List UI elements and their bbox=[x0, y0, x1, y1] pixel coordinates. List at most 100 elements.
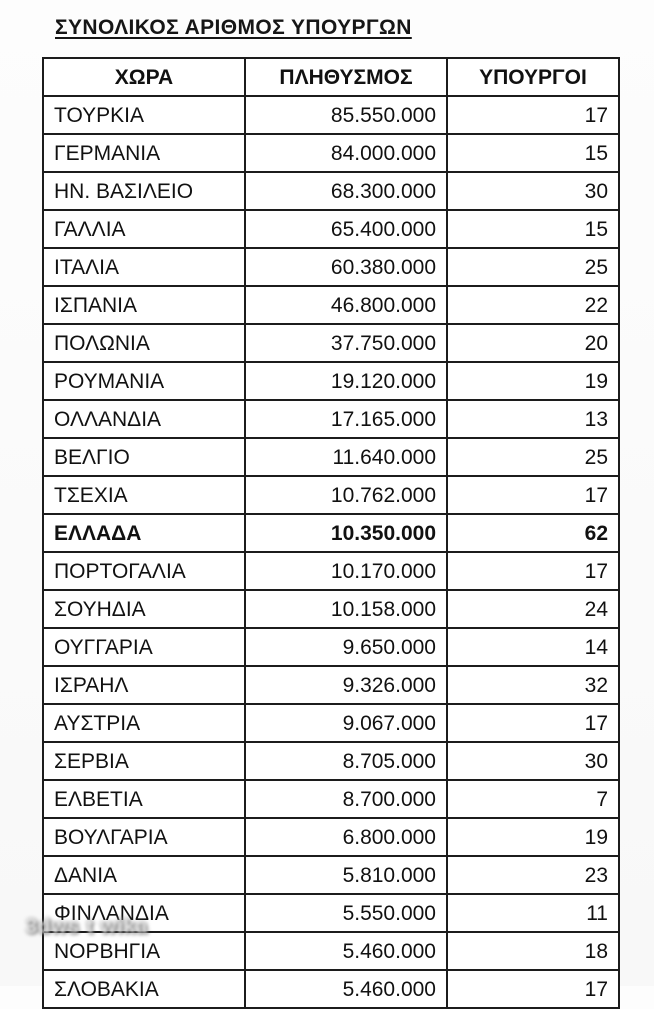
cell-population: 6.800.000 bbox=[244, 817, 448, 857]
cell-country: ΟΛΛΑΝΔΙΑ bbox=[42, 399, 246, 439]
cell-population: 84.000.000 bbox=[244, 133, 448, 173]
cell-country: ΦΙΝΛΑΝΔΙΑ bbox=[42, 893, 246, 933]
cell-population: 9.326.000 bbox=[244, 665, 448, 705]
table-row: ΣΟΥΗΔΙΑ 10.158.000 24 bbox=[42, 589, 620, 629]
table-row: ΕΛΒΕΤΙΑ 8.700.000 7 bbox=[42, 779, 620, 819]
cell-population: 5.550.000 bbox=[244, 893, 448, 933]
cell-country: ΒΕΛΓΙΟ bbox=[42, 437, 246, 477]
table-row: ΕΛΛΑΔΑ 10.350.000 62 bbox=[42, 513, 620, 553]
cell-ministers: 11 bbox=[446, 893, 620, 933]
cell-population: 10.170.000 bbox=[244, 551, 448, 591]
cell-ministers: 14 bbox=[446, 627, 620, 667]
cell-population: 10.762.000 bbox=[244, 475, 448, 515]
cell-ministers: 15 bbox=[446, 133, 620, 173]
cell-population: 9.650.000 bbox=[244, 627, 448, 667]
cell-population: 8.705.000 bbox=[244, 741, 448, 781]
table-row: ΒΟΥΛΓΑΡΙΑ 6.800.000 19 bbox=[42, 817, 620, 857]
cell-ministers: 25 bbox=[446, 437, 620, 477]
table-row: ΓΑΛΛΙΑ 65.400.000 15 bbox=[42, 209, 620, 249]
cell-ministers: 17 bbox=[446, 703, 620, 743]
cell-population: 10.350.000 bbox=[244, 513, 448, 553]
cell-population: 17.165.000 bbox=[244, 399, 448, 439]
cell-ministers: 30 bbox=[446, 741, 620, 781]
table-row: ΣΕΡΒΙΑ 8.705.000 30 bbox=[42, 741, 620, 781]
table-row: ΟΥΓΓΑΡΙΑ 9.650.000 14 bbox=[42, 627, 620, 667]
cell-ministers: 62 bbox=[446, 513, 620, 553]
cell-country: ΤΣΕΧΙΑ bbox=[42, 475, 246, 515]
table-row: ΔΑΝΙΑ 5.810.000 23 bbox=[42, 855, 620, 895]
cell-country: ΓΕΡΜΑΝΙΑ bbox=[42, 133, 246, 173]
cell-country: ΠΟΡΤΟΓΑΛΙΑ bbox=[42, 551, 246, 591]
cell-ministers: 7 bbox=[446, 779, 620, 819]
cell-country: ΒΟΥΛΓΑΡΙΑ bbox=[42, 817, 246, 857]
cell-country: ΕΛΛΑΔΑ bbox=[42, 513, 246, 553]
cell-country: ΡΟΥΜΑΝΙΑ bbox=[42, 361, 246, 401]
cell-country: ΙΣΡΑΗΛ bbox=[42, 665, 246, 705]
cell-country: ΠΟΛΩΝΙΑ bbox=[42, 323, 246, 363]
header-country: ΧΩΡΑ bbox=[42, 57, 246, 97]
cell-population: 10.158.000 bbox=[244, 589, 448, 629]
cell-country: ΕΛΒΕΤΙΑ bbox=[42, 779, 246, 819]
cell-ministers: 17 bbox=[446, 475, 620, 515]
header-ministers: ΥΠΟΥΡΓΟΙ bbox=[446, 57, 620, 97]
cell-country: ΤΟΥΡΚΙΑ bbox=[42, 95, 246, 135]
cell-population: 46.800.000 bbox=[244, 285, 448, 325]
cell-ministers: 17 bbox=[446, 95, 620, 135]
cell-population: 60.380.000 bbox=[244, 247, 448, 287]
table-row: ΠΟΡΤΟΓΑΛΙΑ 10.170.000 17 bbox=[42, 551, 620, 591]
cell-ministers: 24 bbox=[446, 589, 620, 629]
cell-ministers: 32 bbox=[446, 665, 620, 705]
cell-country: ΙΣΠΑΝΙΑ bbox=[42, 285, 246, 325]
cell-ministers: 20 bbox=[446, 323, 620, 363]
cell-population: 5.810.000 bbox=[244, 855, 448, 895]
cell-population: 68.300.000 bbox=[244, 171, 448, 211]
cell-country: ΝΟΡΒΗΓΙΑ bbox=[42, 931, 246, 971]
cell-ministers: 17 bbox=[446, 969, 620, 1009]
table-row: ΝΟΡΒΗΓΙΑ 5.460.000 18 bbox=[42, 931, 620, 971]
cell-country: ΟΥΓΓΑΡΙΑ bbox=[42, 627, 246, 667]
cell-ministers: 22 bbox=[446, 285, 620, 325]
table-row: ΠΟΛΩΝΙΑ 37.750.000 20 bbox=[42, 323, 620, 363]
cell-country: ΣΛΟΒΑΚΙΑ bbox=[42, 969, 246, 1009]
header-population: ΠΛΗΘΥΣΜΟΣ bbox=[244, 57, 448, 97]
cell-ministers: 17 bbox=[446, 551, 620, 591]
cell-country: ΗΝ. ΒΑΣΙΛΕΙΟ bbox=[42, 171, 246, 211]
cell-country: ΑΥΣΤΡΙΑ bbox=[42, 703, 246, 743]
table-row: ΡΟΥΜΑΝΙΑ 19.120.000 19 bbox=[42, 361, 620, 401]
cell-population: 19.120.000 bbox=[244, 361, 448, 401]
cell-country: ΓΑΛΛΙΑ bbox=[42, 209, 246, 249]
cell-country: ΣΟΥΗΔΙΑ bbox=[42, 589, 246, 629]
table-row: ΙΤΑΛΙΑ 60.380.000 25 bbox=[42, 247, 620, 287]
page-title: ΣΥΝΟΛΙΚΟΣ ΑΡΙΘΜΟΣ ΥΠΟΥΡΓΩΝ bbox=[55, 16, 412, 39]
cell-ministers: 19 bbox=[446, 361, 620, 401]
cell-ministers: 19 bbox=[446, 817, 620, 857]
table-row: ΓΕΡΜΑΝΙΑ 84.000.000 15 bbox=[42, 133, 620, 173]
cell-population: 5.460.000 bbox=[244, 931, 448, 971]
cell-population: 85.550.000 bbox=[244, 95, 448, 135]
table-row: ΙΣΡΑΗΛ 9.326.000 32 bbox=[42, 665, 620, 705]
table-row: ΤΣΕΧΙΑ 10.762.000 17 bbox=[42, 475, 620, 515]
cell-ministers: 23 bbox=[446, 855, 620, 895]
table-row: ΙΣΠΑΝΙΑ 46.800.000 22 bbox=[42, 285, 620, 325]
cell-ministers: 18 bbox=[446, 931, 620, 971]
cell-ministers: 25 bbox=[446, 247, 620, 287]
cell-ministers: 13 bbox=[446, 399, 620, 439]
cell-population: 8.700.000 bbox=[244, 779, 448, 819]
cell-country: ΣΕΡΒΙΑ bbox=[42, 741, 246, 781]
cell-population: 9.067.000 bbox=[244, 703, 448, 743]
table-row: ΤΟΥΡΚΙΑ 85.550.000 17 bbox=[42, 95, 620, 135]
cell-population: 65.400.000 bbox=[244, 209, 448, 249]
cell-country: ΙΤΑΛΙΑ bbox=[42, 247, 246, 287]
table-header: ΧΩΡΑ ΠΛΗΘΥΣΜΟΣ ΥΠΟΥΡΓΟΙ bbox=[42, 57, 620, 97]
cell-population: 37.750.000 bbox=[244, 323, 448, 363]
table-row: ΑΥΣΤΡΙΑ 9.067.000 17 bbox=[42, 703, 620, 743]
table-row: ΦΙΝΛΑΝΔΙΑ 5.550.000 11 bbox=[42, 893, 620, 933]
cell-country: ΔΑΝΙΑ bbox=[42, 855, 246, 895]
table-body: ΤΟΥΡΚΙΑ 85.550.000 17 ΓΕΡΜΑΝΙΑ 84.000.000 15 Η… bbox=[42, 95, 620, 1009]
table-row: ΟΛΛΑΝΔΙΑ 17.165.000 13 bbox=[42, 399, 620, 439]
table-row: ΗΝ. ΒΑΣΙΛΕΙΟ 68.300.000 30 bbox=[42, 171, 620, 211]
ministers-table: ΧΩΡΑ ΠΛΗΘΥΣΜΟΣ ΥΠΟΥΡΓΟΙ ΤΟΥΡΚΙΑ 85.550.00… bbox=[42, 57, 620, 1009]
cell-ministers: 30 bbox=[446, 171, 620, 211]
cell-population: 11.640.000 bbox=[244, 437, 448, 477]
table-row: ΣΛΟΒΑΚΙΑ 5.460.000 17 bbox=[42, 969, 620, 1009]
